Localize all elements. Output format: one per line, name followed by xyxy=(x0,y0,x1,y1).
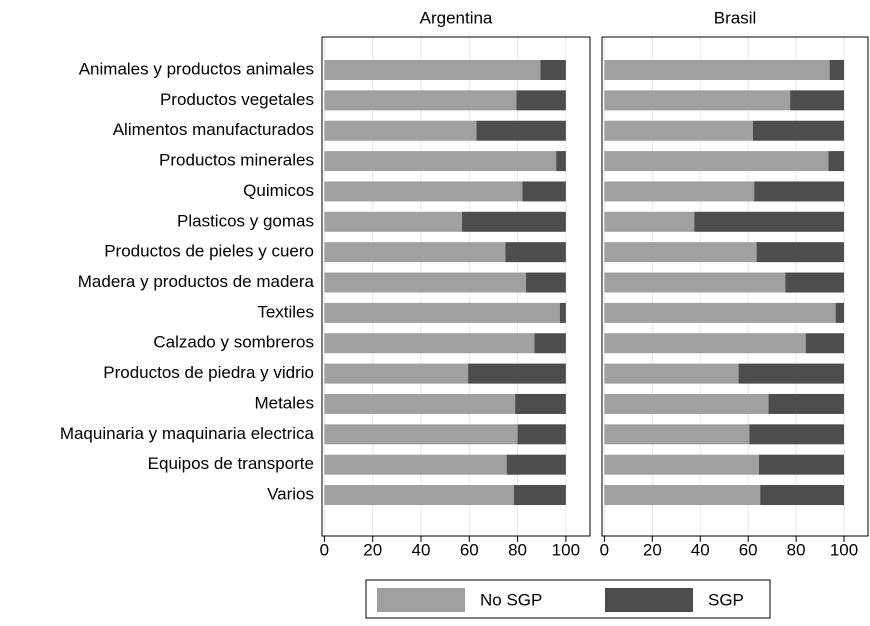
legend-label: No SGP xyxy=(480,590,542,609)
x-tick-label: 60 xyxy=(460,540,479,559)
bar-segment xyxy=(694,211,845,232)
bar-segment xyxy=(526,272,566,293)
bar-segment xyxy=(756,242,845,263)
bar-segment xyxy=(505,242,566,263)
bar-segment xyxy=(324,272,527,293)
category-label: Equipos de transporte xyxy=(148,454,314,473)
bar-segment xyxy=(324,302,560,323)
bar-segment xyxy=(604,333,806,354)
bar-segment xyxy=(790,90,845,111)
bar-segment xyxy=(324,333,535,354)
x-tick-label: 0 xyxy=(600,540,609,559)
category-label: Maquinaria y maquinaria electrica xyxy=(60,424,315,443)
bar-segment xyxy=(752,120,845,141)
bar-segment xyxy=(517,424,566,445)
category-label: Textiles xyxy=(257,302,314,321)
bar-segment xyxy=(604,151,829,172)
bar-segment xyxy=(604,363,739,384)
bar-segment xyxy=(604,120,753,141)
bar-segment xyxy=(604,181,755,202)
category-label: Productos de pieles y cuero xyxy=(104,242,314,261)
bar-segment xyxy=(534,333,566,354)
bar-segment xyxy=(515,393,566,414)
x-tick-label: 40 xyxy=(691,540,710,559)
x-tick-label: 40 xyxy=(412,540,431,559)
x-tick-label: 20 xyxy=(643,540,662,559)
bar-segment xyxy=(604,272,786,293)
category-label: Metales xyxy=(254,393,314,412)
bar-segment xyxy=(324,90,517,111)
legend-label: SGP xyxy=(708,590,744,609)
x-tick-label: 100 xyxy=(552,540,580,559)
bar-segment xyxy=(556,151,566,172)
bar-segment xyxy=(540,60,566,80)
bar-segment xyxy=(785,272,845,293)
legend-swatch xyxy=(605,588,693,612)
bar-segment xyxy=(462,211,566,232)
bar-segment xyxy=(829,60,845,80)
bar-segment xyxy=(324,60,541,80)
bar-segment xyxy=(559,302,566,323)
bar-segment xyxy=(738,363,845,384)
bar-segment xyxy=(604,90,791,111)
bar-segment xyxy=(513,485,566,506)
bar-segment xyxy=(749,424,845,445)
category-label: Productos minerales xyxy=(159,151,314,170)
bar-segment xyxy=(758,454,845,475)
x-tick-label: 60 xyxy=(739,540,758,559)
bar-segment xyxy=(604,393,769,414)
bar-segment xyxy=(324,424,518,445)
bar-segment xyxy=(324,485,514,506)
bar-segment xyxy=(835,302,845,323)
category-label: Quimicos xyxy=(243,181,314,200)
bar-segment xyxy=(768,393,845,414)
x-tick-label: 0 xyxy=(320,540,329,559)
x-tick-label: 80 xyxy=(508,540,527,559)
panel-title: Brasil xyxy=(714,8,757,27)
bar-segment xyxy=(324,120,477,141)
bar-segment xyxy=(324,393,516,414)
bar-segment xyxy=(516,90,566,111)
x-tick-label: 100 xyxy=(830,540,858,559)
x-tick-label: 20 xyxy=(363,540,382,559)
bar-segment xyxy=(604,211,695,232)
bar-segment xyxy=(604,485,761,506)
bar-segment xyxy=(604,454,759,475)
category-label: Animales y productos animales xyxy=(79,59,314,78)
bar-segment xyxy=(468,363,566,384)
category-label: Calzado y sombreros xyxy=(153,333,314,352)
category-label: Varios xyxy=(267,485,314,504)
bar-segment xyxy=(828,151,845,172)
bar-segment xyxy=(324,242,506,263)
bar-segment xyxy=(324,151,557,172)
bar-segment xyxy=(604,302,836,323)
panel-border xyxy=(321,36,591,537)
category-label: Madera y productos de madera xyxy=(78,272,315,291)
category-label: Plasticos y gomas xyxy=(177,211,314,230)
bar-segment xyxy=(324,211,463,232)
bar-segment xyxy=(604,60,830,80)
bar-segment xyxy=(476,120,566,141)
x-tick-label: 80 xyxy=(787,540,806,559)
bar-segment xyxy=(604,242,757,263)
legend-swatch xyxy=(377,588,465,612)
bar-segment xyxy=(324,363,469,384)
bar-segment xyxy=(760,485,845,506)
bar-segment xyxy=(805,333,845,354)
bar-segment xyxy=(506,454,566,475)
bar-segment xyxy=(604,424,750,445)
category-label: Productos de piedra y vidrio xyxy=(103,363,314,382)
bar-segment xyxy=(324,454,507,475)
panel-title: Argentina xyxy=(420,8,493,27)
bar-segment xyxy=(754,181,845,202)
category-label: Productos vegetales xyxy=(160,90,314,109)
category-label: Alimentos manufacturados xyxy=(113,120,314,139)
bar-segment xyxy=(522,181,566,202)
panel-border xyxy=(601,36,869,537)
bar-segment xyxy=(324,181,523,202)
